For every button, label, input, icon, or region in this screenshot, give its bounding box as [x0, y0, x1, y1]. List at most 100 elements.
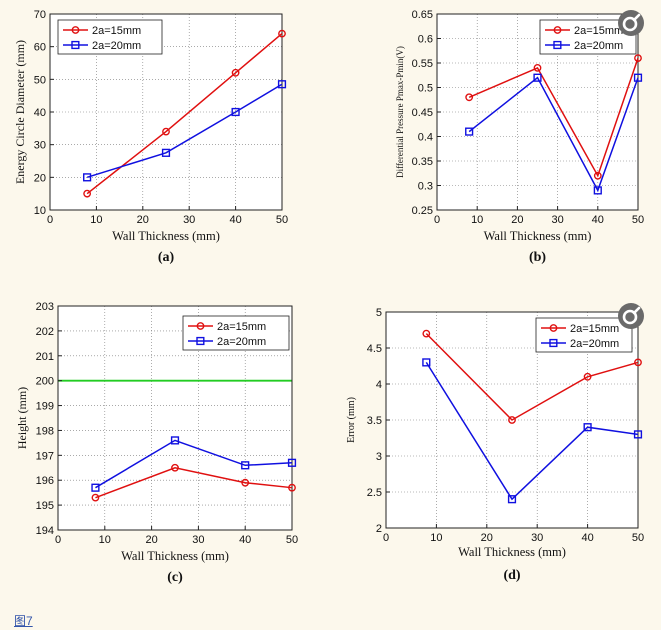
legend-marker: [549, 324, 558, 332]
legend-marker: [549, 338, 558, 348]
data-point: [583, 372, 592, 381]
data-point: [508, 416, 516, 424]
legend-box: [182, 315, 290, 351]
data-point: [633, 73, 643, 82]
x-tick-label: 50: [286, 534, 298, 546]
y-tick-label: 3: [376, 451, 382, 463]
y-tick-label: 4: [376, 379, 382, 391]
legend-label: 2a=20mm: [217, 336, 266, 348]
panel-label: (d): [503, 568, 520, 583]
data-point: [287, 458, 297, 467]
y-tick-label: 40: [34, 107, 46, 119]
legend-label: 2a=20mm: [574, 40, 623, 52]
x-tick-label: 20: [137, 214, 149, 226]
zoom-button-b[interactable]: [618, 10, 644, 36]
legend-marker: [553, 26, 562, 34]
data-point: [465, 127, 474, 136]
data-point: [634, 54, 642, 62]
y-tick-label: 197: [36, 450, 54, 462]
data-point: [162, 127, 170, 136]
data-point: [161, 148, 171, 157]
y-axis-label: Error (mm): [346, 397, 357, 443]
legend: 2a=15mm 2a=20mm: [535, 317, 633, 353]
data-point: [171, 463, 179, 472]
legend-label: 2a=15mm: [217, 321, 266, 333]
x-tick-label: 20: [145, 534, 157, 546]
legend-label: 2a=15mm: [570, 323, 619, 335]
x-tick-label: 40: [581, 532, 593, 544]
y-tick-label: 0.35: [412, 156, 433, 168]
data-point: [83, 173, 92, 182]
series-line-1: [86, 33, 283, 195]
zoom-icon: [622, 13, 641, 32]
legend: 2a=15mm 2a=20mm: [182, 315, 290, 351]
axes-frame: [57, 305, 293, 531]
figure-link[interactable]: 图7: [14, 614, 33, 628]
x-tick-label: 50: [632, 532, 644, 544]
legend-marker: [196, 336, 205, 346]
legend-marker: [553, 40, 562, 50]
series-line-2: [425, 362, 639, 501]
y-tick-label: 0.6: [418, 34, 433, 46]
y-tick-label: 198: [36, 425, 54, 437]
data-point: [241, 478, 250, 487]
data-point: [583, 423, 592, 432]
data-point: [170, 436, 180, 445]
x-tick-label: 0: [47, 214, 53, 226]
data-point: [593, 171, 602, 180]
data-point: [231, 68, 240, 77]
data-point: [633, 430, 643, 439]
x-tick-label: 10: [99, 534, 111, 546]
y-tick-label: 195: [36, 500, 54, 512]
x-tick-label: 0: [383, 532, 389, 544]
series-line-2: [468, 76, 639, 193]
x-tick-label: 10: [471, 214, 483, 226]
y-tick-label: 0.25: [412, 205, 433, 217]
x-axis-label: Wall Thickness (mm): [484, 229, 592, 243]
zoom-icon: [622, 306, 641, 325]
legend-label: 2a=15mm: [92, 25, 141, 37]
series-line-1: [425, 333, 639, 421]
data-point: [422, 329, 431, 338]
y-axis-label: Differential Pressure Pmax-Pmin(V): [395, 46, 405, 178]
zoom-button-d[interactable]: [618, 303, 644, 329]
data-point: [533, 73, 542, 82]
x-axis-label: Wall Thickness (mm): [121, 549, 229, 563]
legend-marker: [71, 26, 80, 34]
x-tick-label: 0: [55, 534, 61, 546]
y-tick-label: 5: [376, 307, 382, 319]
chart-panel-2: 0 10 20 30 40 50 0.25 0.3 0.35 0.4 0.45 0.5 0.55 0.6 0…: [395, 9, 644, 265]
y-tick-label: 3.5: [367, 415, 382, 427]
data-point: [533, 64, 542, 72]
data-point: [465, 93, 474, 102]
series-line-2: [95, 439, 293, 489]
data-point: [288, 483, 296, 492]
x-tick-label: 10: [90, 214, 102, 226]
legend-label: 2a=20mm: [92, 40, 141, 52]
data-point: [593, 186, 602, 195]
y-tick-label: 50: [34, 74, 46, 86]
x-tick-label: 30: [192, 534, 204, 546]
legend-marker: [71, 40, 80, 50]
y-tick-label: 196: [36, 475, 54, 487]
x-tick-label: 30: [531, 532, 543, 544]
legend-marker: [196, 322, 205, 330]
x-tick-label: 30: [183, 214, 195, 226]
y-tick-label: 30: [34, 140, 46, 152]
x-tick-label: 50: [632, 214, 644, 226]
data-point: [278, 29, 286, 38]
data-point: [241, 461, 250, 470]
y-tick-label: 0.5: [418, 83, 433, 95]
panel-label: (c): [167, 570, 183, 585]
y-tick-label: 60: [34, 42, 46, 54]
x-tick-label: 10: [430, 532, 442, 544]
y-tick-label: 194: [36, 525, 54, 537]
data-point: [422, 358, 431, 367]
data-point: [83, 189, 92, 198]
x-tick-label: 50: [276, 214, 288, 226]
series-line-2: [86, 83, 283, 179]
x-axis-label: Wall Thickness (mm): [458, 545, 566, 559]
y-tick-label: 20: [34, 172, 46, 184]
data-point: [634, 358, 642, 367]
